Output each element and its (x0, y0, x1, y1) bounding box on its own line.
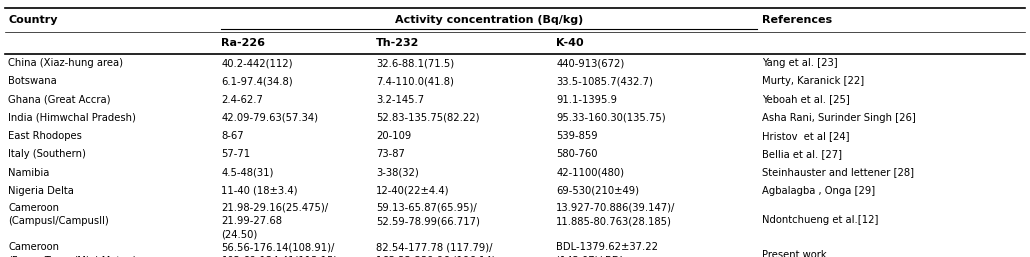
Text: 2.4-62.7: 2.4-62.7 (221, 95, 264, 105)
Text: Namibia: Namibia (8, 168, 49, 178)
Text: Steinhauster and lettener [28]: Steinhauster and lettener [28] (762, 168, 915, 178)
Text: Ra-226: Ra-226 (221, 38, 266, 48)
Text: 52.59-78.99(66.717): 52.59-78.99(66.717) (376, 216, 480, 226)
Text: 56.56-176.14(108.91)/: 56.56-176.14(108.91)/ (221, 242, 335, 252)
Text: 580-760: 580-760 (556, 149, 597, 159)
Text: Bellia et al. [27]: Bellia et al. [27] (762, 149, 843, 159)
Text: 11.885-80.763(28.185): 11.885-80.763(28.185) (556, 216, 672, 226)
Text: (143.07)/ BDL: (143.07)/ BDL (556, 256, 625, 257)
Text: Yang et al. [23]: Yang et al. [23] (762, 58, 837, 68)
Text: Hristov  et al [24]: Hristov et al [24] (762, 131, 850, 141)
Text: 4.5-48(31): 4.5-48(31) (221, 168, 274, 178)
Text: Murty, Karanick [22]: Murty, Karanick [22] (762, 76, 864, 86)
Text: Asha Rani, Surinder Singh [26]: Asha Rani, Surinder Singh [26] (762, 113, 916, 123)
Text: (CampusI/CampusII): (CampusI/CampusII) (8, 216, 109, 226)
Text: 95.33-160.30(135.75): 95.33-160.30(135.75) (556, 113, 665, 123)
Text: 82.54-177.78 (117.79)/: 82.54-177.78 (117.79)/ (376, 242, 492, 252)
Text: Botswana: Botswana (8, 76, 57, 86)
Text: 440-913(672): 440-913(672) (556, 58, 624, 68)
Text: 59.13-65.87(65.95)/: 59.13-65.87(65.95)/ (376, 203, 477, 213)
Text: Italy (Southern): Italy (Southern) (8, 149, 87, 159)
Text: 69-530(210±49): 69-530(210±49) (556, 186, 640, 196)
Text: East Rhodopes: East Rhodopes (8, 131, 82, 141)
Text: 42-1100(480): 42-1100(480) (556, 168, 624, 178)
Text: 21.98-29.16(25.475)/: 21.98-29.16(25.475)/ (221, 203, 329, 213)
Text: Yeboah et al. [25]: Yeboah et al. [25] (762, 95, 850, 105)
Text: Cameroon: Cameroon (8, 242, 60, 252)
Text: (24.50): (24.50) (221, 230, 258, 240)
Text: 73-87: 73-87 (376, 149, 405, 159)
Text: 11-40 (18±3.4): 11-40 (18±3.4) (221, 186, 298, 196)
Text: 33.5-1085.7(432.7): 33.5-1085.7(432.7) (556, 76, 653, 86)
Text: 3-38(32): 3-38(32) (376, 168, 419, 178)
Text: 8-67: 8-67 (221, 131, 244, 141)
Text: Th-232: Th-232 (376, 38, 419, 48)
Text: K-40: K-40 (556, 38, 584, 48)
Text: Agbalagba , Onga [29]: Agbalagba , Onga [29] (762, 186, 876, 196)
Text: 12-40(22±4.4): 12-40(22±4.4) (376, 186, 449, 196)
Text: 42.09-79.63(57.34): 42.09-79.63(57.34) (221, 113, 318, 123)
Text: 539-859: 539-859 (556, 131, 597, 141)
Text: Cameroon: Cameroon (8, 203, 60, 213)
Text: 21.99-27.68: 21.99-27.68 (221, 216, 282, 226)
Text: Present work: Present work (762, 250, 827, 257)
Text: 57-71: 57-71 (221, 149, 250, 159)
Text: China (Xiaz-hung area): China (Xiaz-hung area) (8, 58, 124, 68)
Text: 3.2-145.7: 3.2-145.7 (376, 95, 424, 105)
Text: References: References (762, 15, 832, 25)
Text: 40.2-442(112): 40.2-442(112) (221, 58, 293, 68)
Text: Ghana (Great Accra): Ghana (Great Accra) (8, 95, 111, 105)
Text: 91.1-1395.9: 91.1-1395.9 (556, 95, 617, 105)
Text: 6.1-97.4(34.8): 6.1-97.4(34.8) (221, 76, 294, 86)
Text: 13.927-70.886(39.147)/: 13.927-70.886(39.147)/ (556, 203, 676, 213)
Text: (Fongo-Tongo/Mini-Matap): (Fongo-Tongo/Mini-Matap) (8, 256, 137, 257)
Text: Activity concentration (Bq/kg): Activity concentration (Bq/kg) (396, 15, 583, 25)
Text: 163.22-239.96 (196.14): 163.22-239.96 (196.14) (376, 256, 495, 257)
Text: 102.69-124.41(113.15): 102.69-124.41(113.15) (221, 256, 338, 257)
Text: BDL-1379.62±37.22: BDL-1379.62±37.22 (556, 242, 658, 252)
Text: Ndontchueng et al.[12]: Ndontchueng et al.[12] (762, 215, 879, 225)
Text: 32.6-88.1(71.5): 32.6-88.1(71.5) (376, 58, 454, 68)
Text: 20-109: 20-109 (376, 131, 411, 141)
Text: Nigeria Delta: Nigeria Delta (8, 186, 74, 196)
Text: India (Himwchal Pradesh): India (Himwchal Pradesh) (8, 113, 136, 123)
Text: 7.4-110.0(41.8): 7.4-110.0(41.8) (376, 76, 454, 86)
Text: 52.83-135.75(82.22): 52.83-135.75(82.22) (376, 113, 479, 123)
Text: Country: Country (8, 15, 58, 25)
